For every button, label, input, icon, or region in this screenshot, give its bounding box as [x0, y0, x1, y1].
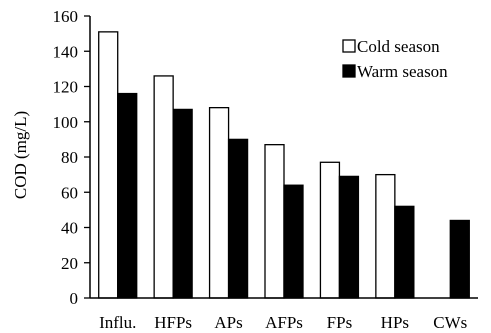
y-tick-label: 120 [53, 78, 79, 97]
x-tick-label: CWs [433, 313, 467, 332]
bar-warm-season-afps [283, 184, 304, 299]
y-tick-label: 60 [61, 183, 78, 202]
y-tick-label: 0 [70, 289, 79, 308]
y-axis-ticks: 0 20 40 60 80 100 120 140 160 [53, 7, 90, 308]
bar-cold-season-hfps [153, 75, 174, 299]
x-tick-label: Influ. [99, 313, 136, 332]
bars [98, 31, 470, 299]
y-tick-label: 100 [53, 113, 79, 132]
bar-warm-season-aps [227, 138, 249, 299]
bar-cold-season-fps [319, 161, 341, 299]
bar-warm-season-fps [338, 175, 360, 299]
x-axis-ticks: Influ. HFPs APs AFPs FPs HPs CWs [99, 313, 467, 332]
bar-cold-season-hps [375, 173, 396, 299]
y-axis-label: COD (mg/L) [11, 111, 30, 199]
legend: Cold season Warm season [342, 37, 448, 81]
x-tick-label: APs [214, 313, 242, 332]
y-tick-label: 160 [53, 7, 79, 26]
y-tick-label: 80 [61, 148, 78, 167]
y-tick-label: 20 [61, 254, 78, 273]
legend-swatch-warm-season [342, 64, 356, 78]
x-tick-label: HPs [381, 313, 409, 332]
bar-cold-season-afps [264, 144, 285, 299]
bar-warm-season-hps [394, 205, 415, 299]
legend-label-warm-season: Warm season [357, 62, 448, 81]
x-tick-label: FPs [327, 313, 353, 332]
x-tick-label: AFPs [265, 313, 303, 332]
bar-warm-season-influ [117, 92, 138, 299]
x-tick-label: HFPs [154, 313, 192, 332]
bar-cold-season-influ [98, 31, 119, 299]
legend-swatch-cold-season [342, 39, 356, 53]
y-tick-label: 40 [61, 219, 78, 238]
bar-warm-season-cws [449, 219, 470, 299]
bar-warm-season-hfps [172, 108, 193, 299]
y-tick-label: 140 [53, 42, 79, 61]
legend-label-cold-season: Cold season [357, 37, 440, 56]
bar-cold-season-aps [208, 107, 230, 299]
